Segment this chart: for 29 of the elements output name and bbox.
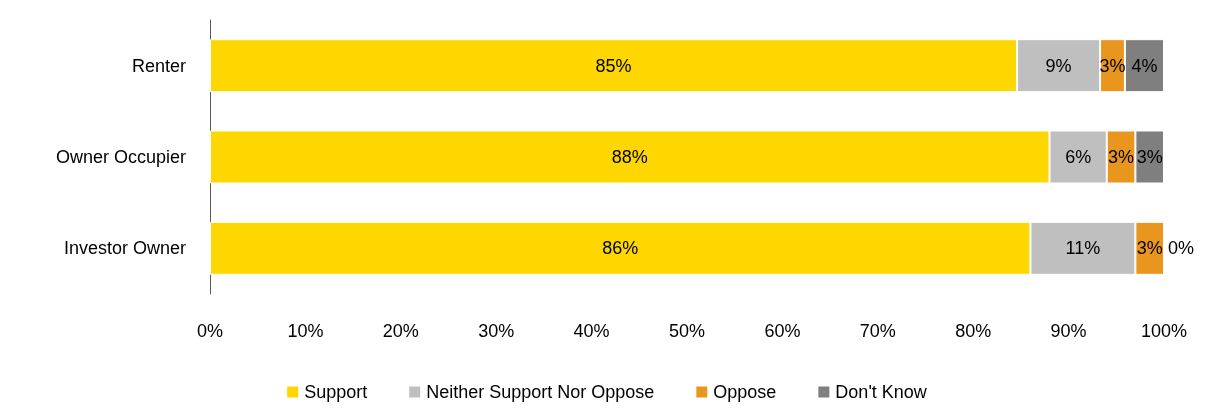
x-tick-label: 10%	[287, 321, 324, 341]
data-label: 9%	[1045, 55, 1072, 76]
y-tick-label: Investor Owner	[63, 238, 186, 259]
data-label: 6%	[1065, 147, 1092, 167]
data-label: 3%	[1108, 147, 1135, 167]
legend-label: Neither Support Nor Oppose	[426, 382, 655, 402]
data-label: 88%	[611, 147, 648, 167]
data-label: 0%	[1168, 238, 1195, 259]
data-label: 11%	[1065, 238, 1101, 259]
x-tick-label: 90%	[1050, 321, 1087, 341]
x-tick-label: 30%	[478, 321, 515, 341]
data-label: 4%	[1131, 55, 1158, 76]
x-tick-label: 80%	[955, 321, 992, 341]
x-tick-label: 100%	[1140, 321, 1188, 341]
x-tick-label: 40%	[573, 321, 610, 341]
legend-label: Oppose	[713, 382, 777, 402]
data-label: 85%	[595, 55, 632, 76]
legend-label: Don't Know	[835, 382, 928, 402]
x-tick-label: 0%	[196, 321, 224, 341]
x-tick-label: 70%	[859, 321, 896, 341]
data-label: 86%	[602, 238, 639, 259]
data-label: 3%	[1136, 238, 1163, 259]
y-tick-label: Owner Occupier	[55, 147, 186, 167]
y-tick-label: Renter	[131, 55, 186, 76]
x-tick-label: 60%	[764, 321, 801, 341]
data-label: 3%	[1136, 147, 1163, 167]
x-tick-label: 50%	[668, 321, 706, 341]
x-tick-label: 20%	[382, 321, 419, 341]
legend-label: Support	[304, 382, 368, 402]
